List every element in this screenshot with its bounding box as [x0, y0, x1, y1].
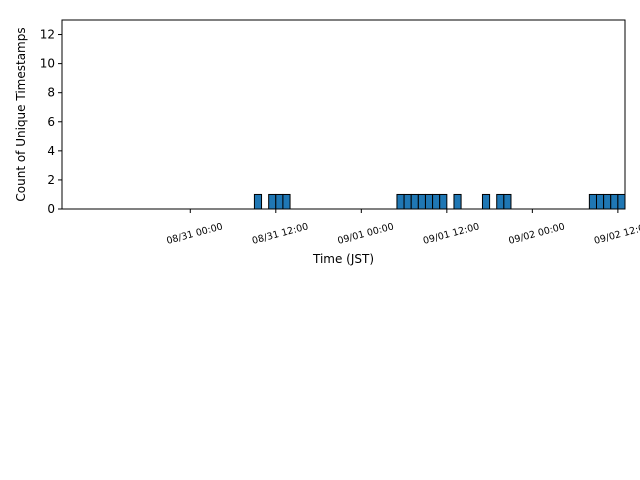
histogram-bar [275, 193, 284, 210]
x-tick-label: 09/01 00:00 [336, 221, 395, 247]
histogram-bar [253, 193, 263, 210]
histogram-bar [424, 193, 434, 210]
histogram-bar [403, 193, 412, 210]
x-axis-label: Time (JST) [312, 252, 374, 266]
histogram-bar [282, 193, 291, 210]
x-tick-label: 09/02 12:00 [593, 221, 640, 247]
y-tick-label: 10 [40, 57, 55, 71]
histogram-bar [481, 193, 491, 210]
histogram-bar [439, 193, 448, 210]
y-axis-ticks: 0 2 4 6 8 10 12 [40, 28, 62, 216]
x-tick-label: 08/31 12:00 [251, 221, 310, 247]
y-axis-label: Count of Unique Timestamps [14, 27, 28, 201]
bars [90, 193, 626, 210]
histogram-bar [595, 193, 605, 210]
x-axis-ticks: 08/31 00:00 08/31 12:00 09/01 00:00 09/01 1… [165, 209, 640, 247]
x-tick-label: 08/31 00:00 [165, 221, 224, 247]
histogram-bar [396, 193, 405, 210]
histogram-bar [603, 193, 612, 210]
x-tick-label: 09/02 00:00 [507, 221, 566, 247]
histogram-bar [503, 193, 512, 210]
y-tick-label: 12 [40, 28, 55, 42]
histogram-bar [417, 193, 426, 210]
histogram-bar [432, 193, 441, 210]
y-tick-label: 0 [47, 202, 55, 216]
histogram-bar [268, 193, 277, 210]
histogram-bar [588, 193, 597, 210]
y-tick-label: 8 [47, 86, 55, 100]
y-tick-label: 2 [47, 173, 55, 187]
histogram-bar [610, 193, 619, 210]
histogram-bar [410, 193, 419, 210]
plot-frame [61, 19, 626, 210]
histogram-bar [453, 193, 462, 210]
histogram-bar [617, 193, 626, 210]
y-tick-label: 4 [47, 144, 55, 158]
y-tick-label: 6 [47, 115, 55, 129]
histogram-bar [496, 193, 505, 210]
x-tick-label: 09/01 12:00 [422, 221, 481, 247]
